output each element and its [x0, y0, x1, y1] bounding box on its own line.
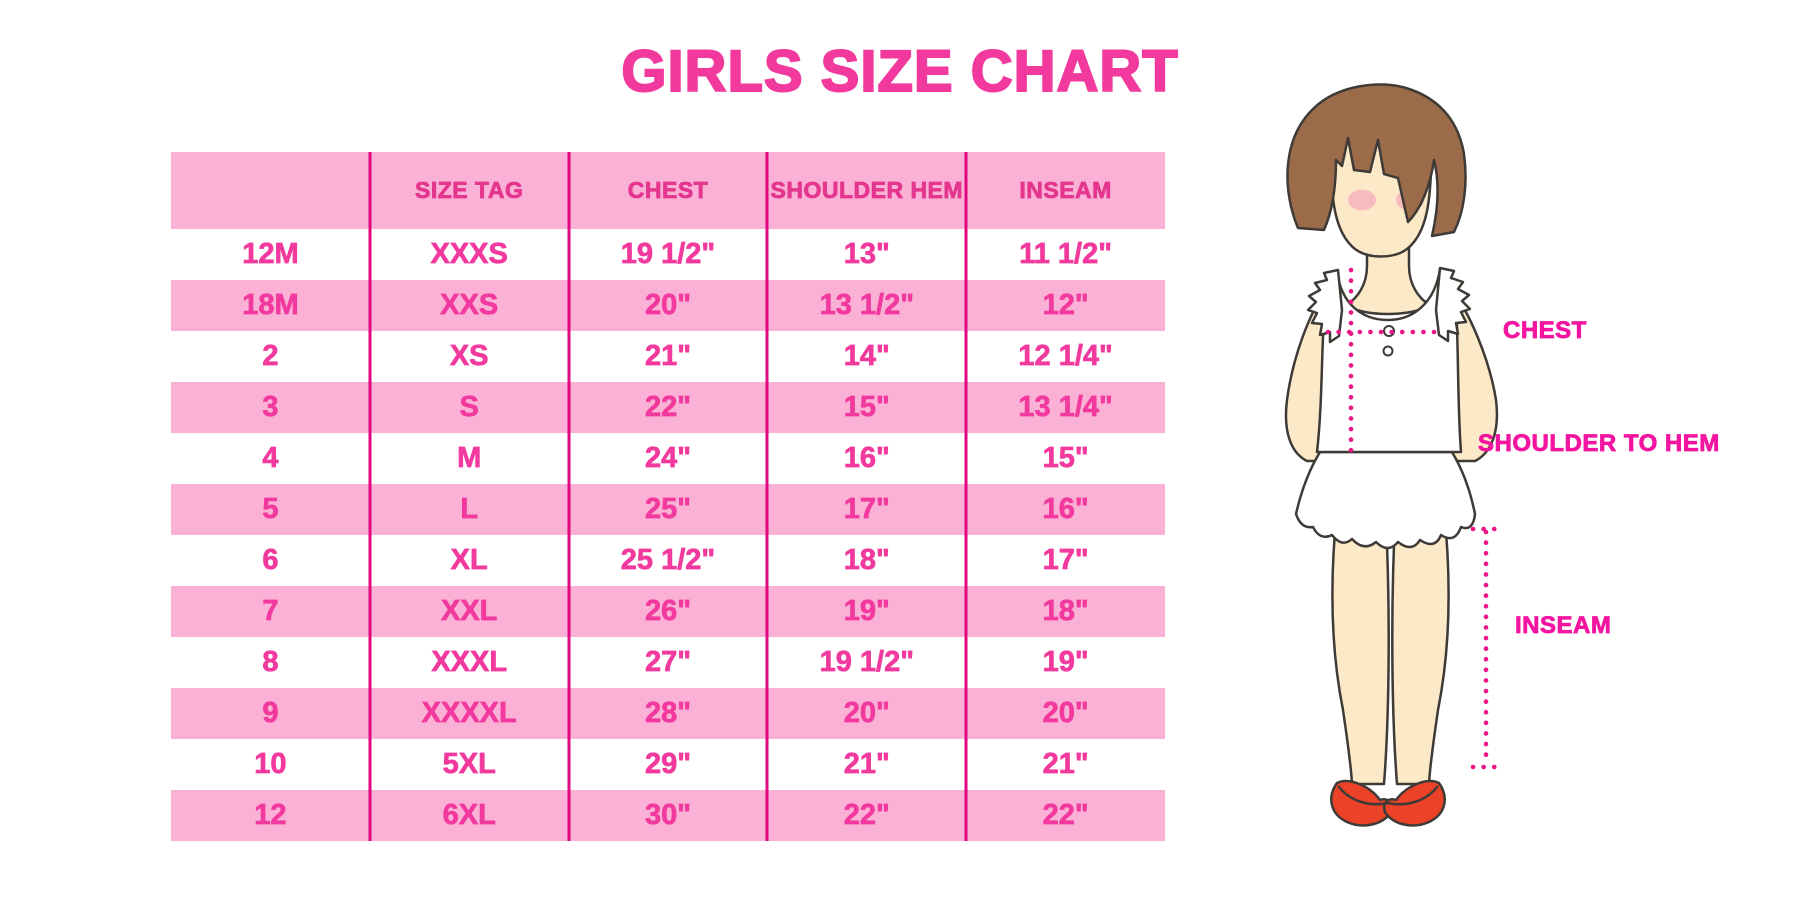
girl-leg-left — [1331, 498, 1390, 786]
table-cell: 16" — [1042, 493, 1089, 526]
header-cell-size — [171, 152, 370, 229]
table-cell: 18" — [843, 544, 890, 577]
table-cell: 15" — [843, 391, 890, 424]
table-cell: 15" — [1042, 442, 1089, 475]
table-cell: 20" — [843, 697, 890, 730]
girl-hair — [1286, 83, 1467, 238]
table-row: 4 M 24" 16" 15" — [171, 433, 1165, 484]
inseam-label: INSEAM — [1515, 612, 1612, 640]
girl-ruffle-left — [1306, 268, 1344, 344]
table-cell: 12M — [242, 238, 299, 271]
chest-label: CHEST — [1503, 317, 1587, 345]
table-cell: 19" — [843, 595, 890, 628]
table-cell: 22" — [843, 799, 890, 832]
table-cell: M — [457, 442, 482, 475]
table-cell: 28" — [644, 697, 692, 730]
table-cell: 12 1/4" — [1018, 340, 1113, 373]
table-cell: 6XL — [442, 799, 496, 832]
table-cell: 30" — [644, 799, 692, 832]
table-cell: 14" — [843, 340, 890, 373]
table-cell: 12 — [254, 799, 287, 832]
table-row: 9 XXXXL 28" 20" 20" — [171, 688, 1165, 739]
table-cell: 22" — [644, 391, 692, 424]
header-cell-size-tag: SIZE TAG — [415, 177, 524, 204]
table-cell: XXL — [440, 595, 498, 628]
table-cell: 2 — [262, 340, 279, 373]
table-row: 7 XXL 26" 19" 18" — [171, 586, 1165, 637]
girl-button-bottom — [1382, 345, 1394, 357]
table-cell: 17" — [843, 493, 890, 526]
table-row: 2 XS 21" 14" 12 1/4" — [171, 331, 1165, 382]
table-cell: 26" — [644, 595, 692, 628]
table-cell: 3 — [262, 391, 279, 424]
table-row: 18M XXS 20" 13 1/2" 12" — [171, 280, 1165, 331]
girl-blush-left — [1348, 189, 1376, 211]
table-row: 10 5XL 29" 21" 21" — [171, 739, 1165, 790]
table-cell: 5XL — [442, 748, 496, 781]
table-cell: 21" — [843, 748, 890, 781]
table-row: 12M XXXS 19 1/2" 13" 11 1/2" — [171, 229, 1165, 280]
table-cell: 25" — [644, 493, 692, 526]
shoulder-to-hem-label: SHOULDER TO HEM — [1478, 430, 1720, 458]
table-cell: XXS — [440, 289, 499, 322]
table-cell: 29" — [644, 748, 692, 781]
table-cell: XXXL — [431, 646, 508, 679]
table-cell: 18" — [1042, 595, 1089, 628]
table-row: 6 XL 25 1/2" 18" 17" — [171, 535, 1165, 586]
table-cell: 11 1/2" — [1019, 238, 1112, 271]
table-cell: XXXS — [430, 238, 508, 271]
girl-neck — [1344, 236, 1432, 316]
table-cell: 22" — [1042, 799, 1089, 832]
table-row: 3 S 22" 15" 13 1/4" — [171, 382, 1165, 433]
table-cell: 13 1/4" — [1018, 391, 1113, 424]
table-cell: 21" — [1042, 748, 1089, 781]
table-cell: 7 — [262, 595, 279, 628]
girl-leg-right — [1391, 498, 1450, 786]
table-cell: XXXXL — [421, 697, 517, 730]
measurement-figure: CHEST SHOULDER TO HEM INSEAM — [1250, 70, 1720, 860]
table-cell: 20" — [1042, 697, 1089, 730]
header-cell-inseam: INSEAM — [1019, 177, 1112, 204]
table-cell: 13" — [843, 238, 890, 271]
table-cell: 8 — [262, 646, 279, 679]
table-cell: XS — [449, 340, 489, 373]
table-cell: 13 1/2" — [819, 289, 914, 322]
table-cell: 25 1/2" — [620, 544, 716, 577]
girl-illustration — [1284, 83, 1502, 827]
header-cell-chest: CHEST — [627, 177, 709, 204]
table-cell: L — [460, 493, 479, 526]
girl-skirt — [1294, 450, 1477, 550]
table-row: 12 6XL 30" 22" 22" — [171, 790, 1165, 841]
header-cell-shoulder-hem: SHOULDER HEM — [770, 177, 964, 204]
table-cell: 17" — [1042, 544, 1089, 577]
table-cell: 19 1/2" — [819, 646, 914, 679]
table-cell: 5 — [262, 493, 279, 526]
table-cell: 21" — [644, 340, 692, 373]
table-row: 8 XXXL 27" 19 1/2" 19" — [171, 637, 1165, 688]
table-cell: 9 — [262, 697, 279, 730]
table-header-row: SIZE TAG CHEST SHOULDER HEM INSEAM — [171, 152, 1165, 229]
table-cell: 4 — [262, 442, 279, 475]
table-cell: 24" — [644, 442, 692, 475]
girl-ruffle-right — [1434, 266, 1472, 343]
table-cell: 27" — [644, 646, 692, 679]
table-cell: 12" — [1042, 289, 1089, 322]
page-title: GIRLS SIZE CHART — [620, 38, 1179, 105]
table-cell: S — [459, 391, 479, 424]
table-cell: 10 — [254, 748, 287, 781]
table-cell: 20" — [644, 289, 692, 322]
table-cell: 18M — [242, 289, 299, 322]
table-cell: 6 — [262, 544, 279, 577]
table-cell: 16" — [843, 442, 890, 475]
size-table: SIZE TAG CHEST SHOULDER HEM INSEAM 12M X… — [171, 152, 1165, 841]
table-cell: 19 1/2" — [620, 238, 716, 271]
table-cell: 19" — [1042, 646, 1089, 679]
table-row: 5 L 25" 17" 16" — [171, 484, 1165, 535]
table-cell: XL — [450, 544, 488, 577]
